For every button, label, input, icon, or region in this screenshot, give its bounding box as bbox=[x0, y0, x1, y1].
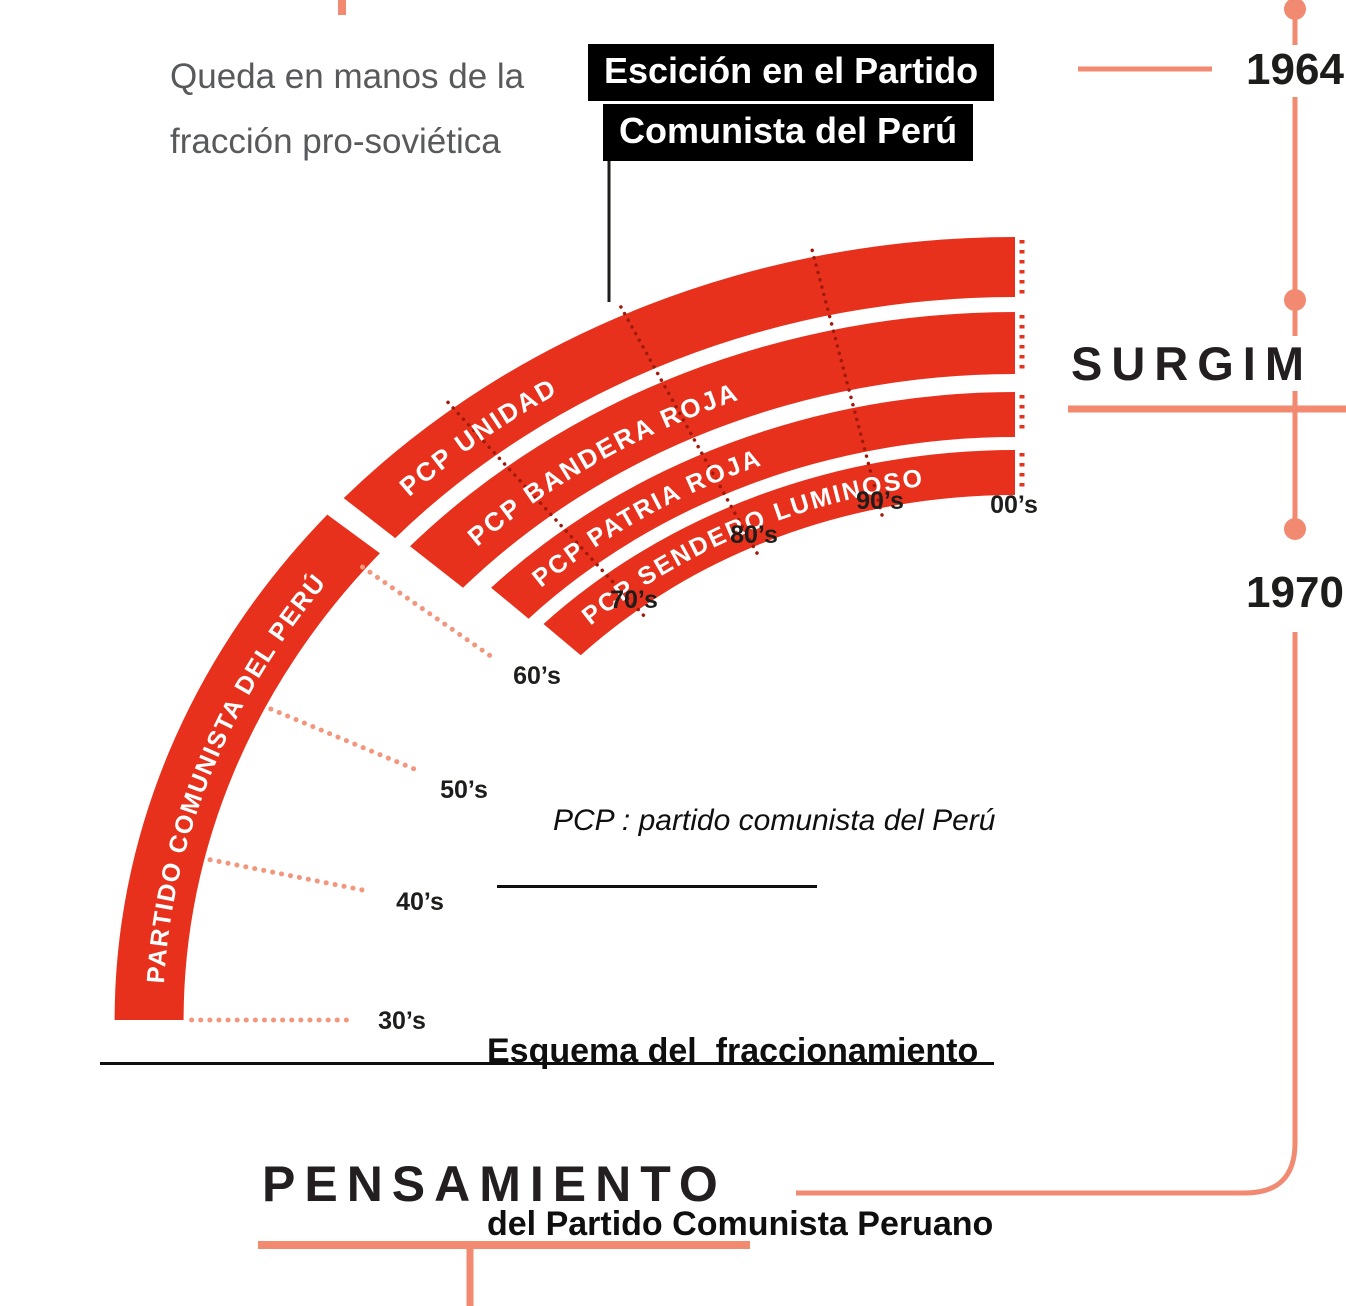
decade-label-00s: 00’s bbox=[990, 491, 1038, 519]
fan-bands-group bbox=[114, 236, 1016, 1020]
branch-band-pcp-bandera-roja bbox=[410, 312, 1015, 588]
decade-label-70s: 70’s bbox=[610, 586, 658, 614]
decade-ticks-group bbox=[442, 240, 1025, 617]
timeline-group bbox=[258, 0, 1346, 1306]
top-note-line1: Queda en manos de la bbox=[170, 57, 525, 96]
section-title-pensamiento: PENSAMIENTO bbox=[262, 1156, 727, 1212]
decade-tick-70s bbox=[442, 396, 646, 617]
top-note: Queda en manos de la fracción pro-soviét… bbox=[170, 45, 524, 175]
headline: Escición en el Partido Comunista del Per… bbox=[588, 44, 995, 161]
timeline-corner-curve bbox=[796, 1142, 1298, 1196]
bottom-divider bbox=[100, 1062, 994, 1065]
decade-label-50s: 50’s bbox=[440, 776, 488, 804]
decade-guide-50s bbox=[268, 706, 419, 773]
branch-band-pcp-sendero-luminoso bbox=[543, 450, 1015, 656]
year-label-1970: 1970 bbox=[1240, 568, 1346, 618]
decade-label-80s: 80’s bbox=[730, 521, 778, 549]
top-note-line2: fracción pro-soviética bbox=[170, 121, 501, 161]
top-edge-stub bbox=[338, 0, 346, 15]
decade-label-30s: 30’s bbox=[378, 1007, 426, 1035]
timeline-dot-top bbox=[1284, 0, 1306, 20]
caption-title: Esquema del fraccionamiento del Partido … bbox=[487, 907, 993, 1306]
headline-line2: Comunista del Perú bbox=[603, 104, 974, 161]
decade-guide-40s bbox=[207, 857, 370, 894]
decade-labels-group: 30’s 40’s 50’s 60’s 70’s 80’s 90’s 00’s bbox=[378, 487, 1038, 1035]
trunk-band-partido-comunista bbox=[114, 514, 380, 1020]
caption-divider bbox=[497, 885, 817, 888]
decade-label-60s: 60’s bbox=[513, 662, 561, 690]
decade-guides-group bbox=[189, 564, 498, 1023]
decade-label-90s: 90’s bbox=[856, 487, 904, 515]
decade-guide-60s bbox=[360, 564, 498, 662]
decade-label-40s: 40’s bbox=[396, 888, 444, 916]
caption-title-line2: del Partido Comunista Peruano bbox=[487, 1204, 994, 1243]
section-title-surgim: SURGIM bbox=[1071, 336, 1317, 391]
branch-band-pcp-unidad bbox=[343, 236, 1015, 539]
timeline-dot-bottom bbox=[1284, 518, 1306, 540]
decade-tick-90s bbox=[809, 243, 884, 517]
year-label-1964: 1964 bbox=[1240, 45, 1346, 95]
abbreviation-note: PCP : partido comunista del Perú bbox=[553, 804, 996, 837]
headline-line1: Escición en el Partido bbox=[588, 44, 995, 101]
branch-band-pcp-patria-roja bbox=[491, 392, 1016, 619]
caption-title-line1: Esquema del fraccionamiento bbox=[487, 1031, 979, 1070]
